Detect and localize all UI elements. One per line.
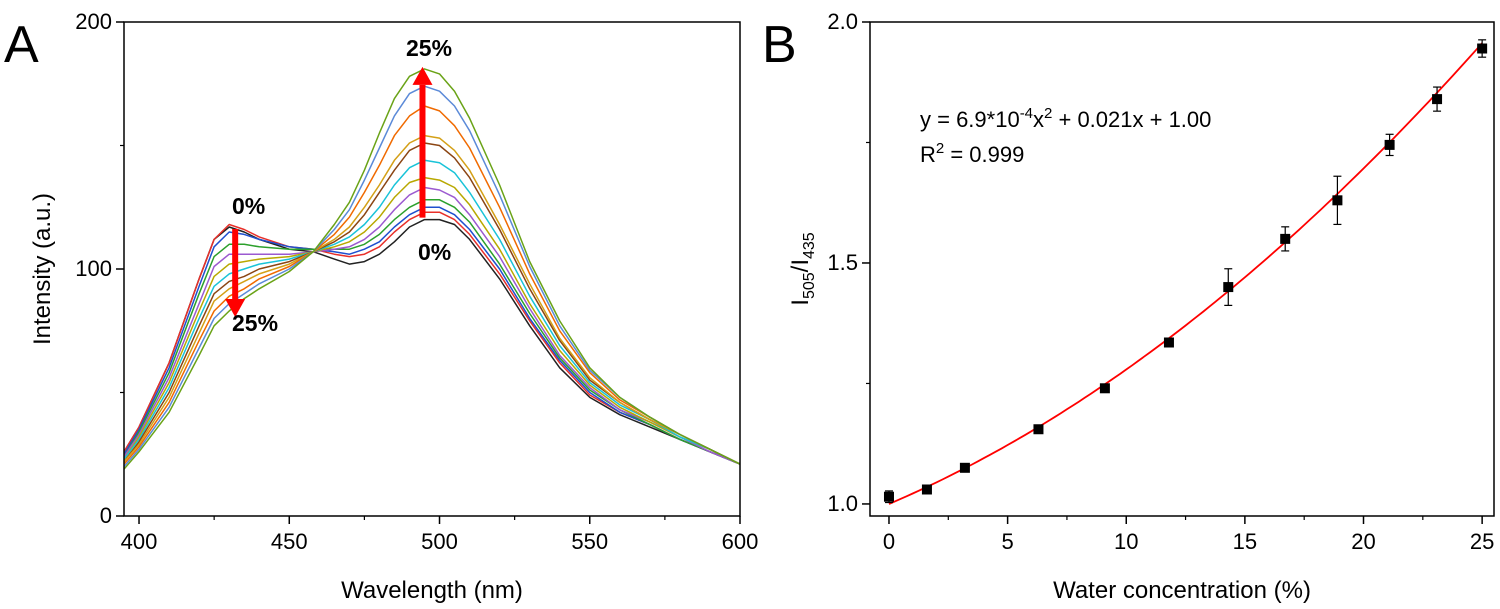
y-tick-label-b-1: 1.5 xyxy=(827,250,858,275)
y-tick-label-a-1: 100 xyxy=(75,256,112,281)
marker-3 xyxy=(1033,424,1044,435)
x-tick-label-a-1: 450 xyxy=(271,529,308,554)
data-point-3 xyxy=(1033,424,1044,435)
marker-11 xyxy=(1477,43,1488,54)
y-tick-label-a-0: 0 xyxy=(100,503,112,528)
y-tick-label-b-0: 1.0 xyxy=(827,491,858,516)
spectrum-line-11 xyxy=(124,68,740,470)
annotation-peak2-end: 25% xyxy=(406,35,452,61)
x-tick-label-a-2: 500 xyxy=(421,529,458,554)
arrows-a xyxy=(225,66,433,317)
x-tick-label-a-3: 550 xyxy=(571,529,608,554)
spectrum-line-6 xyxy=(124,159,740,465)
spectrum-line-4 xyxy=(124,186,740,465)
spectrum-line-1 xyxy=(124,211,740,465)
marker-0 xyxy=(883,491,894,502)
spectrum-line-5 xyxy=(124,176,740,465)
data-point-2 xyxy=(959,462,970,473)
plot-frame-a xyxy=(123,21,741,517)
x-axis-label-a: Wavelength (nm) xyxy=(341,577,523,604)
marker-8 xyxy=(1332,195,1343,206)
spectrum-line-10 xyxy=(124,85,740,468)
panel-a: A 400 450 500 550 600 0 100 200 Wavelength (nm)… xyxy=(4,9,758,604)
marker-4 xyxy=(1099,383,1110,394)
points-group xyxy=(883,39,1488,504)
fit-curve xyxy=(888,42,1483,505)
spectrum-line-7 xyxy=(124,142,740,465)
x-tick-label-b-2: 10 xyxy=(1114,529,1138,554)
data-point-1 xyxy=(921,484,932,495)
marker-6 xyxy=(1223,282,1234,293)
marker-10 xyxy=(1432,94,1443,105)
arrow-increase-head xyxy=(412,66,433,85)
x-tick-label-b-4: 20 xyxy=(1351,529,1375,554)
data-point-6 xyxy=(1223,268,1234,306)
y-axis-label-b: I505/I435 xyxy=(787,232,818,306)
x-tick-label-b-3: 15 xyxy=(1233,529,1257,554)
panel-label-a: A xyxy=(4,16,39,74)
r-squared: R2 = 0.999 xyxy=(920,140,1024,167)
marker-7 xyxy=(1280,233,1291,244)
data-point-11 xyxy=(1477,39,1488,58)
data-point-0 xyxy=(883,490,894,504)
x-axis-label-b: Water concentration (%) xyxy=(1053,577,1311,604)
marker-2 xyxy=(959,462,970,473)
x-tick-label-a-4: 600 xyxy=(722,529,759,554)
marker-1 xyxy=(921,484,932,495)
spectrum-line-0 xyxy=(124,218,740,465)
data-point-8 xyxy=(1332,175,1343,226)
annotation-peak2-start: 0% xyxy=(418,239,451,265)
panel-b: B 0 5 10 15 20 25 1.0 1.5 2.0 Water concentratio… xyxy=(762,9,1495,604)
annotation-peak1-end: 25% xyxy=(232,310,278,336)
spectrum-line-8 xyxy=(124,134,740,465)
x-tick-label-b-5: 25 xyxy=(1470,529,1494,554)
data-point-9 xyxy=(1384,133,1395,157)
axes-b: 0 5 10 15 20 25 1.0 1.5 2.0 xyxy=(827,9,1494,554)
fit-group xyxy=(888,42,1483,505)
annotation-peak1-start: 0% xyxy=(232,193,265,219)
axes-a: 400 450 500 550 600 0 100 200 xyxy=(75,9,758,554)
spectrum-line-3 xyxy=(124,199,740,465)
y-tick-label-a-2: 200 xyxy=(75,9,112,34)
fit-equation: y = 6.9*10-4x2 + 0.021x + 1.00 xyxy=(920,105,1211,132)
arrow-decrease-head xyxy=(225,298,246,317)
plot-frame-b xyxy=(869,21,1495,517)
data-point-4 xyxy=(1099,383,1110,394)
marker-9 xyxy=(1384,139,1395,150)
x-tick-label-b-1: 5 xyxy=(1001,529,1013,554)
spectrum-line-2 xyxy=(124,206,740,465)
data-point-10 xyxy=(1432,86,1443,112)
data-point-5 xyxy=(1163,337,1174,348)
x-tick-label-a-0: 400 xyxy=(121,529,158,554)
panel-label-b: B xyxy=(762,16,797,74)
spectra-group xyxy=(124,68,740,470)
x-tick-label-b-0: 0 xyxy=(883,529,895,554)
y-axis-label-a: Intensity (a.u.) xyxy=(29,193,56,345)
data-point-7 xyxy=(1280,226,1291,252)
marker-5 xyxy=(1163,337,1174,348)
y-tick-label-b-2: 2.0 xyxy=(827,9,858,34)
spectrum-line-9 xyxy=(124,105,740,465)
